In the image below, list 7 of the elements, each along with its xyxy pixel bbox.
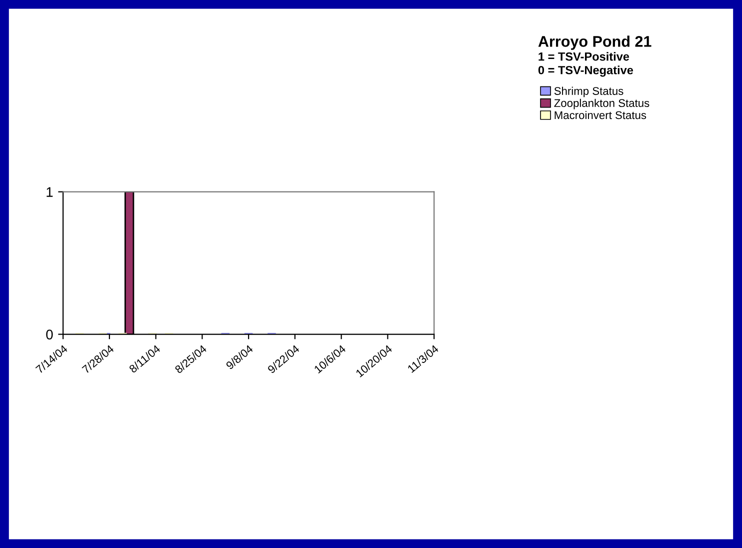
legend-label: Macroinvert Status [554,110,646,120]
legend-label: Shrimp Status [554,86,624,98]
legend-label: Zooplankton Status [554,98,650,110]
y-tick-label: 1 [46,187,53,197]
text: Arroyo Pond 21 [538,36,652,50]
y-tick-label: 0 [46,330,53,340]
text: 1 = TSV-Positive 0 = TSV-Negative [538,52,634,77]
